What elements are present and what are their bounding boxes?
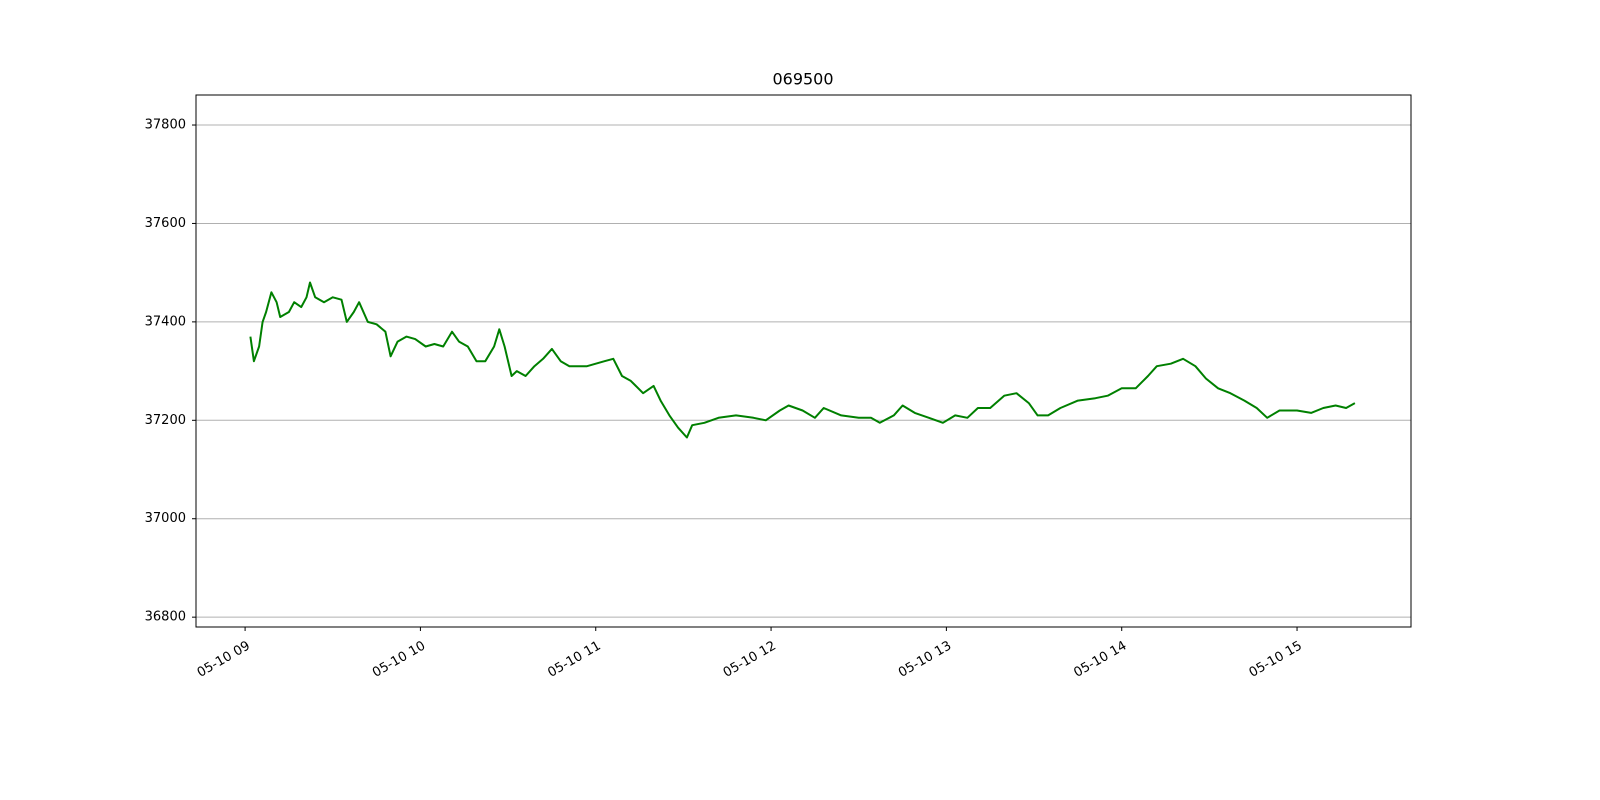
- y-tick-label: 36800: [145, 610, 186, 625]
- plot-frame: [195, 94, 1412, 628]
- price-line: [249, 281, 1356, 439]
- chart-title: 069500: [772, 70, 833, 89]
- y-tick-label: 37800: [145, 118, 186, 133]
- y-tick-label: 37400: [145, 314, 186, 329]
- y-tick-label: 37000: [145, 511, 186, 526]
- y-tick-label: 37600: [145, 216, 186, 231]
- y-tick-label: 37200: [145, 413, 186, 428]
